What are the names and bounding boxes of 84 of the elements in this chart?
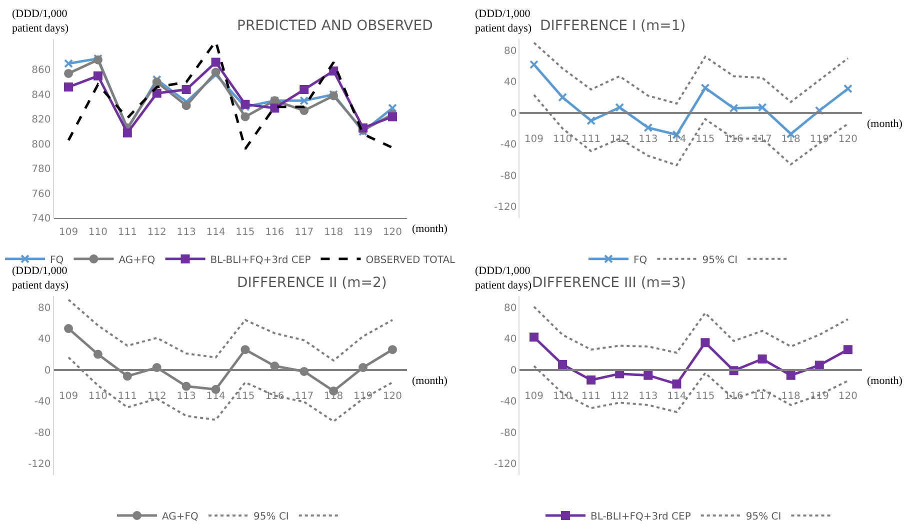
x-axis-title: (month) xyxy=(412,375,448,387)
y-tick-label: 80 xyxy=(38,302,51,314)
y-tick-label: -40 xyxy=(500,396,517,408)
x-tick-label: 120 xyxy=(382,390,402,402)
x-tick-label: 113 xyxy=(176,227,196,238)
x-tick-label: 113 xyxy=(638,390,658,402)
chart-title: DIFFERENCE III (m=3) xyxy=(532,275,686,291)
y-axis-title: (DDD/1,000 patient days) xyxy=(475,265,532,292)
legend-label: AG+FQ xyxy=(162,511,199,522)
x-tick-label: 109 xyxy=(524,134,544,145)
x-tick-label: 109 xyxy=(58,227,78,238)
y-tick-label: -120 xyxy=(28,459,51,470)
y-tick-label: -80 xyxy=(34,428,51,439)
x-tick-label: 120 xyxy=(382,227,402,238)
x-tick-label: 118 xyxy=(781,390,800,402)
x-tick-label: 115 xyxy=(696,390,715,402)
y-axis-title: (DDD/1,000 patient days) xyxy=(475,8,532,34)
x-tick-label: 112 xyxy=(147,227,166,238)
x-tick-label: 119 xyxy=(353,227,373,238)
chart-title: DIFFERENCE I (m=1) xyxy=(540,18,686,34)
legend-label: BL-BLI+FQ+3rd CEP xyxy=(210,254,311,266)
x-tick-label: 117 xyxy=(294,227,314,238)
legend-label: 95% CI xyxy=(254,511,289,522)
x-tick-label: 112 xyxy=(610,390,630,402)
y-tick-label: 80 xyxy=(504,302,517,314)
y-tick-label: 800 xyxy=(32,139,51,150)
x-tick-label: 120 xyxy=(838,134,858,145)
x-tick-label: 112 xyxy=(147,390,166,402)
x-axis-title: (month) xyxy=(412,223,448,235)
x-tick-label: 114 xyxy=(667,134,686,145)
y-tick-label: 840 xyxy=(32,90,51,101)
y-tick-label: 40 xyxy=(38,334,51,346)
y-axis-title: (DDD/1,000 patient days) xyxy=(12,265,69,292)
x-tick-label: 114 xyxy=(667,390,686,402)
legend-label: 95% CI xyxy=(702,254,738,266)
x-tick-label: 110 xyxy=(88,227,108,238)
y-tick-label: -80 xyxy=(500,428,517,439)
y-tick-label: -80 xyxy=(500,170,517,182)
x-tick-label: 120 xyxy=(838,390,858,402)
x-tick-label: 118 xyxy=(781,134,800,145)
legend-label: BL-BLI+FQ+3rd CEP xyxy=(590,511,691,522)
chart-title: DIFFERENCE II (m=2) xyxy=(237,275,387,291)
x-tick-label: 117 xyxy=(294,390,314,402)
y-tick-label: 860 xyxy=(32,65,51,76)
x-tick-label: 116 xyxy=(265,227,284,238)
y-tick-label: 40 xyxy=(504,77,517,88)
legend-label: FQ xyxy=(633,254,648,266)
y-tick-label: 740 xyxy=(32,214,51,225)
y-tick-label: 780 xyxy=(32,164,51,176)
y-tick-label: -120 xyxy=(494,459,517,470)
legend-label: OBSERVED TOTAL xyxy=(366,254,456,266)
x-tick-label: 111 xyxy=(582,134,601,145)
y-tick-label: 0 xyxy=(510,365,517,376)
x-axis-title: (month) xyxy=(867,118,903,130)
x-tick-label: 116 xyxy=(724,134,744,145)
x-tick-label: 113 xyxy=(176,390,196,402)
legend-label: 95% CI xyxy=(746,511,782,522)
x-tick-label: 111 xyxy=(582,390,601,402)
y-axis-title: (DDD/1,000 patient days) xyxy=(12,8,69,34)
x-tick-label: 115 xyxy=(236,227,255,238)
y-tick-label: -120 xyxy=(494,202,517,213)
x-tick-label: 115 xyxy=(236,390,255,402)
y-tick-label: 0 xyxy=(44,365,51,376)
y-tick-label: -40 xyxy=(34,396,51,408)
y-tick-label: 80 xyxy=(504,46,517,57)
x-tick-label: 110 xyxy=(552,134,572,145)
y-tick-label: -40 xyxy=(500,140,517,151)
x-axis-title: (month) xyxy=(867,375,903,387)
legend-label: FQ xyxy=(50,254,64,266)
y-tick-label: 0 xyxy=(510,108,517,120)
legend-label: AG+FQ xyxy=(118,254,156,266)
x-tick-label: 111 xyxy=(118,390,137,402)
x-tick-label: 111 xyxy=(118,227,137,238)
chart-title: PREDICTED AND OBSERVED xyxy=(237,18,433,34)
x-tick-label: 109 xyxy=(524,390,544,402)
y-tick-label: 820 xyxy=(32,114,51,126)
x-tick-label: 115 xyxy=(696,134,715,145)
y-tick-label: 760 xyxy=(32,188,51,200)
x-tick-label: 114 xyxy=(206,227,226,238)
x-tick-label: 118 xyxy=(324,227,344,238)
x-tick-label: 110 xyxy=(88,390,108,402)
y-tick-label: 40 xyxy=(504,334,517,346)
x-tick-label: 109 xyxy=(58,390,78,402)
x-tick-label: 113 xyxy=(638,134,658,145)
